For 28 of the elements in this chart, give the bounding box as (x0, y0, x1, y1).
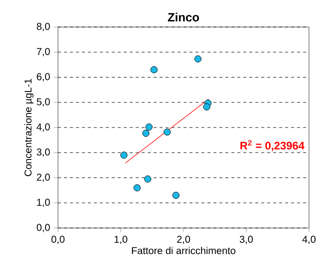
point (194, 55, 202, 62)
y-tick-label: 4,0 (36, 123, 50, 132)
x-tick-label: 3,0 (240, 236, 253, 244)
y-tick-label: 5,0 (36, 98, 50, 106)
point (145, 123, 153, 131)
point (150, 66, 158, 74)
point (203, 103, 210, 110)
y-axis-title: Concentrazione µgL-1 (24, 78, 34, 176)
x-tick-label: 0,0 (51, 236, 65, 244)
chart-title: Zinco (168, 12, 199, 22)
y-tick-label: 7,0 (36, 48, 50, 56)
annotation: R$^{2}$ = 0,23964 (240, 140, 304, 152)
y-tick-label: 3,0 (36, 148, 50, 157)
point (164, 128, 171, 136)
point (144, 175, 152, 183)
x-tick-label: 4,0 (302, 236, 316, 244)
point (134, 184, 141, 192)
y-tick-label: 2,0 (36, 174, 50, 182)
point (172, 192, 180, 199)
y-tick-label: 6,0 (36, 73, 50, 82)
point (120, 152, 128, 159)
y-tick-label: 0,0 (36, 224, 50, 232)
y-tick-label: 8,0 (36, 22, 50, 32)
x-tick-label: 1,0 (114, 236, 128, 244)
x-tick-label: 2,0 (177, 236, 190, 244)
x-axis-title: Fattore di arricchimento (132, 246, 236, 254)
y-tick-label: 1,0 (37, 198, 50, 207)
point (142, 130, 150, 137)
